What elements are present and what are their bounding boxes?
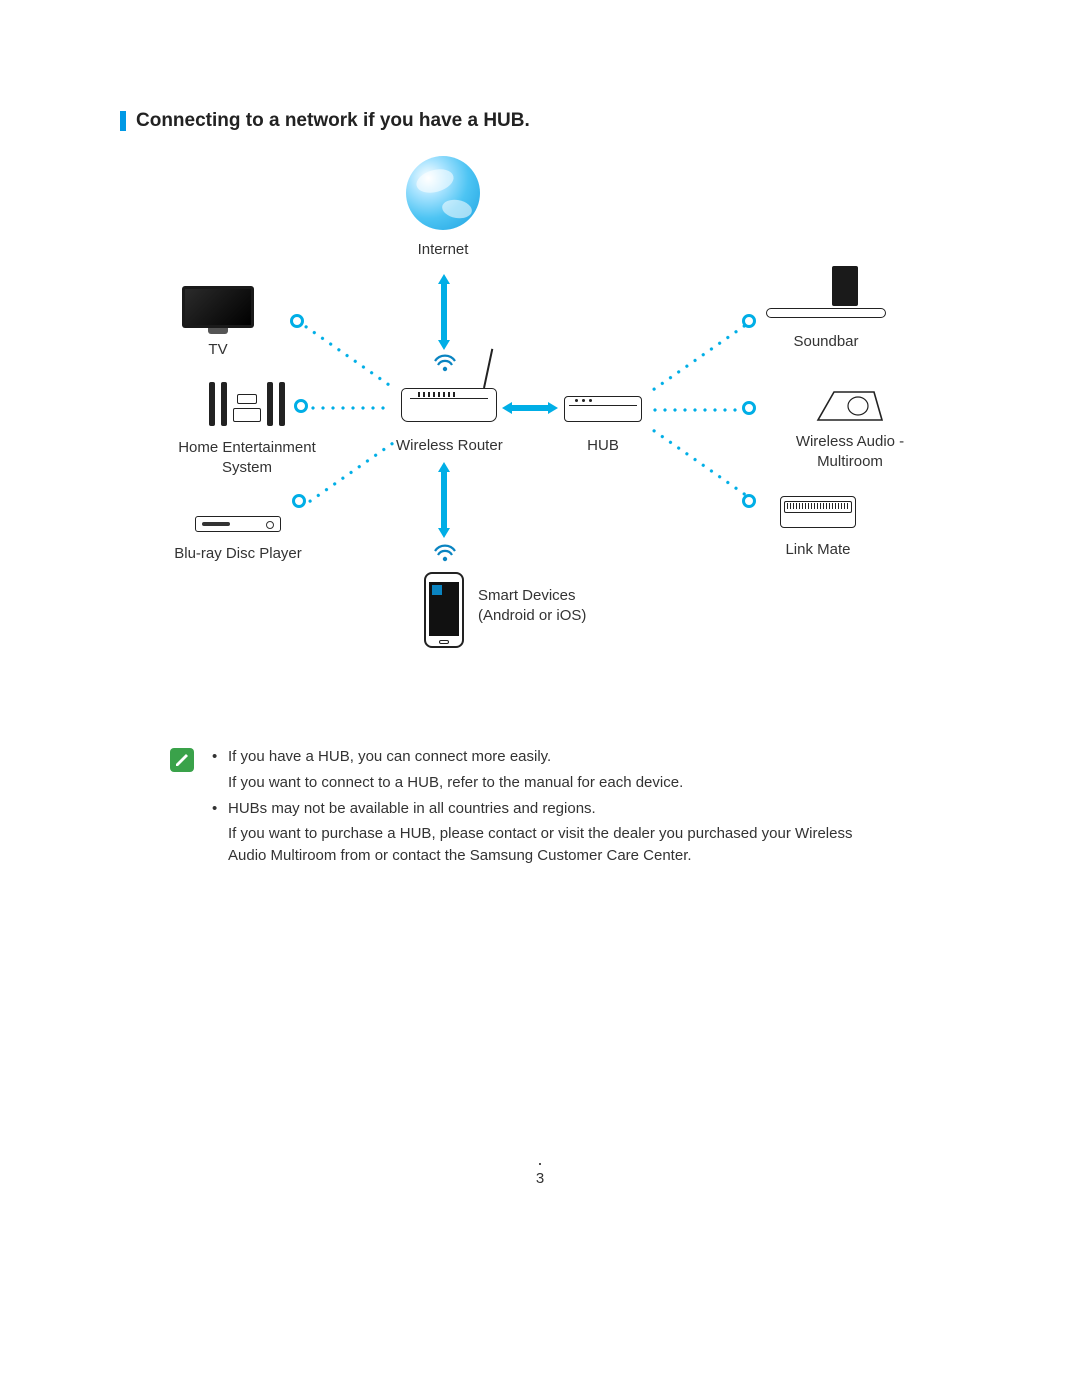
smartphone-icon <box>424 572 464 648</box>
section-heading-row: Connecting to a network if you have a HU… <box>120 110 960 132</box>
wireless-audio-icon <box>814 384 886 424</box>
connector-node-linkmate <box>742 494 756 508</box>
page-number-value: 3 <box>536 1170 544 1187</box>
connector-node-bluray <box>292 494 306 508</box>
note-1-line1: If you have a HUB, you can connect more … <box>228 748 551 765</box>
arrow-router-phone <box>438 462 450 538</box>
home-entertainment-icon <box>207 380 287 426</box>
dotted-hub-linkmate <box>649 426 750 498</box>
hub-label: HUB <box>587 436 619 456</box>
dotted-hub-soundbar <box>649 322 750 394</box>
connector-node-soundbar <box>742 314 756 328</box>
router-icon <box>401 388 497 422</box>
note-2-line2: If you want to purchase a HUB, please co… <box>212 823 880 867</box>
globe-icon <box>406 156 480 230</box>
note-1-line2: If you want to connect to a HUB, refer t… <box>212 772 880 794</box>
hes-label: Home Entertainment System <box>172 438 322 477</box>
manual-page: Connecting to a network if you have a HU… <box>0 0 1080 1397</box>
node-hub: HUB <box>564 396 642 456</box>
node-bluray: Blu-ray Disc Player <box>168 516 308 564</box>
router-antenna-icon <box>483 349 493 389</box>
network-diagram: Internet Wireless Router <box>120 156 960 716</box>
phone-label: Smart Devices (Android or iOS) <box>478 586 608 625</box>
bluray-icon <box>195 516 281 532</box>
tv-label: TV <box>208 340 227 360</box>
node-router: Wireless Router <box>396 388 503 456</box>
soundbar-icon <box>766 266 886 326</box>
dotted-hub-wam <box>650 408 740 412</box>
router-label: Wireless Router <box>396 436 503 456</box>
node-hes: Home Entertainment System <box>172 380 322 477</box>
node-internet: Internet <box>406 156 480 260</box>
wifi-icon <box>432 352 458 377</box>
connector-node-wam <box>742 401 756 415</box>
arrow-router-hub <box>502 402 558 414</box>
node-wam: Wireless Audio - Multiroom <box>780 384 920 471</box>
node-soundbar: Soundbar <box>766 266 886 352</box>
note-2-line1: HUBs may not be available in all countri… <box>228 800 596 817</box>
internet-label: Internet <box>418 240 469 260</box>
tv-icon <box>182 286 254 328</box>
dotted-router-tv <box>301 322 393 388</box>
arrow-internet-router <box>438 274 450 350</box>
bluray-label: Blu-ray Disc Player <box>168 544 308 564</box>
hub-icon <box>564 396 642 422</box>
soundbar-label: Soundbar <box>793 332 858 352</box>
note-block: If you have a HUB, you can connect more … <box>120 746 960 871</box>
linkmate-label: Link Mate <box>785 540 850 560</box>
note-icon <box>170 748 194 772</box>
link-mate-icon <box>780 496 856 528</box>
wifi-icon-phone <box>432 542 458 567</box>
node-linkmate: Link Mate <box>780 496 856 560</box>
wam-label: Wireless Audio - Multiroom <box>780 432 920 471</box>
heading-accent-bar <box>120 111 126 131</box>
section-heading: Connecting to a network if you have a HU… <box>136 110 530 132</box>
node-phone: Smart Devices (Android or iOS) <box>424 572 608 648</box>
node-tv: TV <box>182 286 254 360</box>
note-list: If you have a HUB, you can connect more … <box>212 746 880 871</box>
page-number: · 3 <box>536 1159 544 1187</box>
connector-node-tv <box>290 314 304 328</box>
